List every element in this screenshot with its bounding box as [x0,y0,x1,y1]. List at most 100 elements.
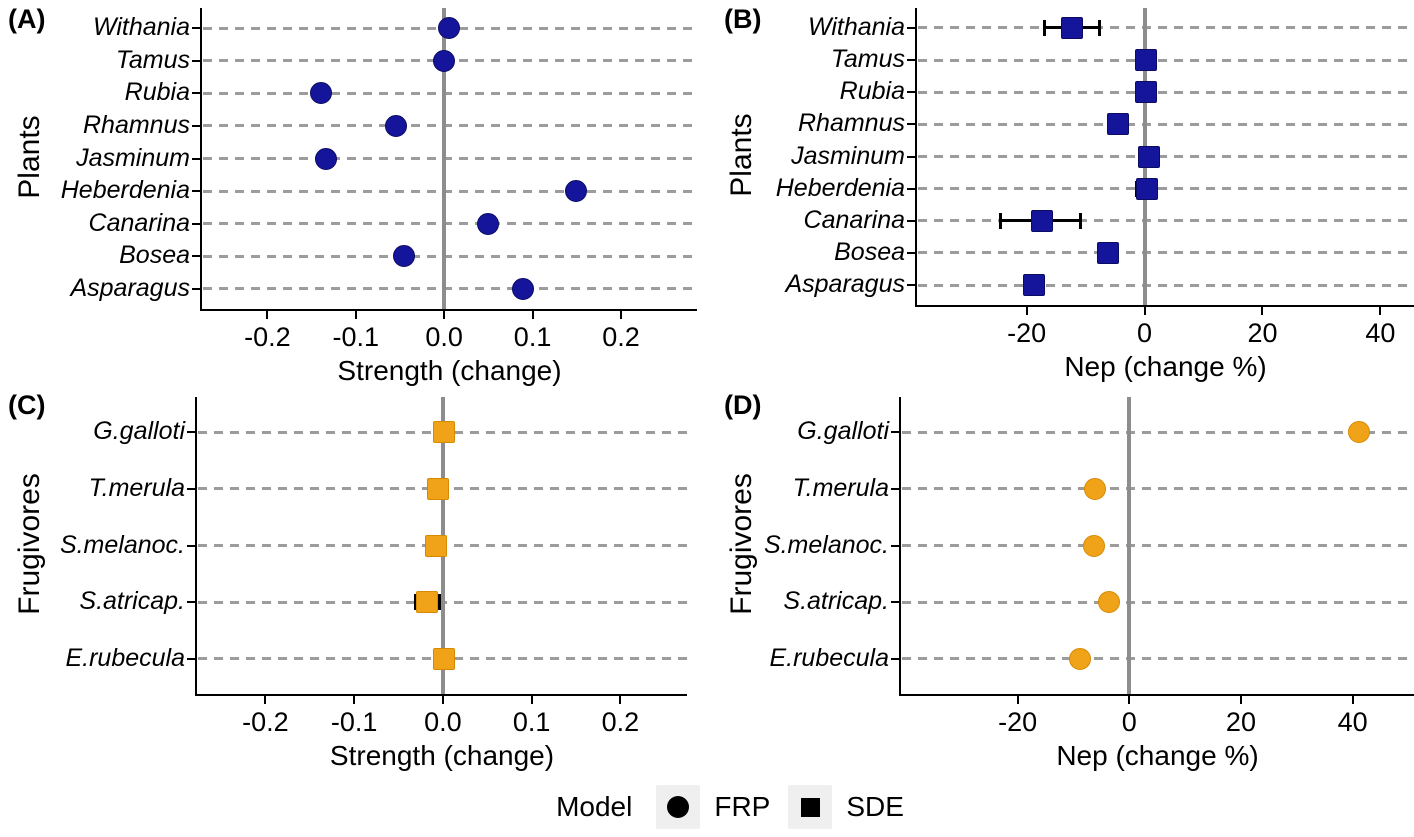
category-label: S.atricap. [783,587,889,616]
data-point [1097,241,1120,264]
x-tick-label: 0.2 [602,322,640,352]
y-axis-line [200,8,202,311]
category-label: Asparagus [70,273,190,302]
x-tick-label: 0.1 [512,707,551,737]
x-tick-label: 0.0 [424,707,462,737]
frp-circle-icon [667,796,690,818]
x-tick [1351,696,1354,704]
category-label: G.galloti [93,417,185,446]
legend-item-sde: SDE [788,785,904,829]
x-tick-label: 0.1 [513,322,552,352]
data-point [1084,477,1107,500]
zero-line [1127,397,1132,694]
data-point [385,114,408,137]
category-label: S.atricap. [79,587,185,616]
y-tick [187,487,197,490]
data-point [1348,421,1371,444]
x-tick [353,696,356,704]
y-tick [907,251,917,254]
data-point [437,17,460,40]
category-label: Withania [92,13,190,42]
x-tick-label: -0.1 [332,322,380,352]
panel-tag-A: (A) [8,4,46,34]
gridline [902,487,1414,491]
gridline [902,600,1414,604]
category-label: Withania [807,12,905,41]
x-tick-label: 20 [1225,707,1256,737]
legend-item-frp: FRP [656,785,770,829]
x-axis-line [915,305,1414,307]
data-point [1098,591,1121,614]
x-axis-line [200,309,697,311]
y-tick [891,601,901,604]
x-tick [1025,307,1028,315]
y-tick [907,91,917,94]
category-label: E.rubecula [769,643,889,672]
data-point [477,212,500,235]
data-point [432,647,455,670]
y-tick [907,26,917,29]
y-tick [192,157,202,160]
x-tick [1261,307,1264,315]
x-axis-line [899,694,1414,696]
x-tick-label: 40 [1337,707,1368,737]
error-bar-cap [1079,212,1083,229]
category-label: Rubia [124,78,190,107]
gridline [918,90,1414,94]
x-tick [443,311,446,319]
y-axis-line [915,8,917,307]
category-label: Canarina [88,208,190,237]
data-point [1083,534,1106,557]
data-point [1138,145,1161,168]
category-label: Tamus [115,45,190,74]
x-axis-title-B: Nep (change %) [1064,351,1267,382]
y-axis-line [195,397,197,696]
category-label: Tamus [830,45,905,74]
x-tick [354,311,357,319]
panel-tag-D: (D) [724,390,762,420]
x-tick [1379,307,1382,315]
y-tick [907,123,917,126]
category-label: Rhamnus [83,110,190,139]
data-point [1022,274,1045,297]
category-label: G.galloti [797,417,889,446]
data-point [415,591,438,614]
gridline [203,124,697,128]
y-tick [187,601,197,604]
y-tick [192,255,202,258]
data-point [564,180,587,203]
category-label: Asparagus [785,270,905,299]
data-point [310,82,333,105]
y-axis-line [899,397,901,696]
legend-title: Model [556,791,633,822]
data-point [424,534,447,557]
x-tick [530,696,533,704]
y-tick [192,190,202,193]
data-point [393,245,416,268]
data-point [432,421,455,444]
category-label: Heberdenia [60,176,190,205]
category-label: T.merula [88,473,185,502]
x-tick [619,696,622,704]
data-point [1135,177,1158,200]
x-tick [1016,696,1019,704]
y-tick [192,124,202,127]
gridline [203,91,697,95]
gridline [918,58,1414,62]
data-point [1030,209,1053,232]
zero-line [442,8,447,309]
gridline [918,155,1414,158]
data-point [1134,49,1157,72]
y-tick [907,284,917,287]
x-axis-title-D: Nep (change %) [1056,740,1259,771]
error-bar-cap [414,594,418,611]
gridline [918,283,1414,287]
category-label: T.merula [792,473,889,502]
x-tick-label: -0.2 [242,707,289,737]
gridline [203,157,697,160]
category-label: S.melanoc. [59,530,185,559]
y-tick [907,59,917,62]
x-tick [619,311,622,319]
y-tick [891,544,901,547]
gridline [902,544,1414,547]
